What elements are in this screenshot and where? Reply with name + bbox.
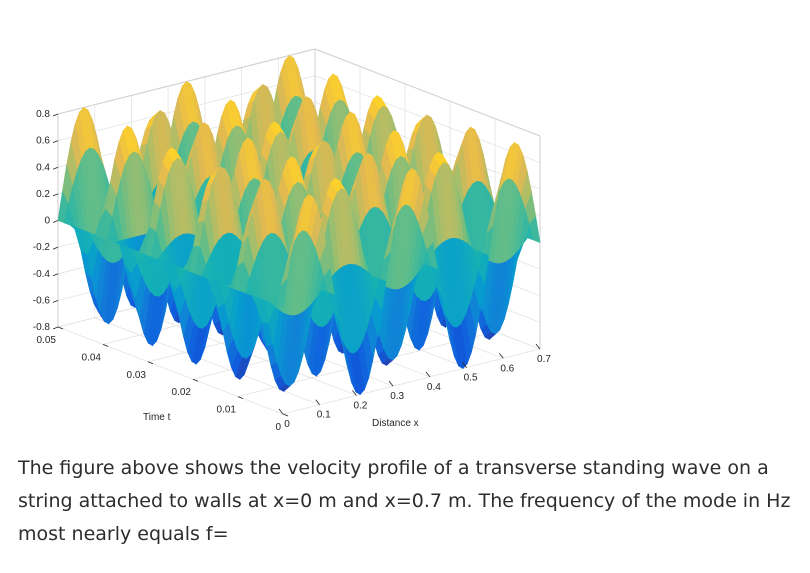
x-axis-label: Distance x: [372, 418, 419, 429]
z-tick: [52, 140, 59, 143]
y-tick-label: 0.02: [172, 387, 192, 398]
question-line: most nearly equals f=: [18, 523, 229, 545]
z-tick: [52, 300, 59, 303]
z-tick-label: -0.2: [33, 242, 51, 253]
y-tick: [192, 378, 199, 382]
y-tick: [237, 396, 244, 399]
y-tick-label: 0.04: [82, 352, 102, 363]
y-tick: [282, 413, 289, 417]
y-tick: [102, 344, 109, 347]
x-tick: [462, 362, 467, 368]
x-tick-label: 0.6: [500, 363, 514, 374]
z-tick-label: 0: [44, 216, 50, 227]
y-tick-label: 0.01: [217, 405, 237, 416]
z-tick: [52, 113, 59, 117]
z-tick-label: 0.8: [36, 109, 50, 120]
x-tick: [278, 408, 284, 415]
x-tick-label: 0.3: [390, 391, 404, 402]
x-tick-label: 0: [284, 419, 290, 430]
x-tick: [388, 380, 394, 387]
axes-ticks: -0.8 -0.6 -0.4 -0.2 0 0.2 0.4 0.6 0.8 0 0.01 0.02 0.…: [33, 109, 552, 433]
x-tick-label: 0.4: [427, 382, 441, 393]
box-edge: [314, 48, 541, 137]
y-tick-label: 0.03: [127, 370, 147, 381]
x-tick-label: 0.7: [537, 354, 551, 365]
y-tick: [147, 361, 154, 365]
x-tick: [425, 371, 431, 378]
question-text: The figure above shows the velocity prof…: [18, 452, 798, 551]
x-tick: [352, 390, 357, 396]
grid-line: [282, 348, 541, 415]
question-line: string attached to walls at x=0 m and x=…: [18, 490, 791, 512]
x-tick: [315, 399, 321, 405]
x-tick: [535, 343, 541, 350]
x-tick-label: 0.2: [353, 400, 367, 411]
surface-plot: -0.8 -0.6 -0.4 -0.2 0 0.2 0.4 0.6 0.8 0 0.01 0.02 0.…: [33, 48, 552, 433]
velocity-surface: [57, 54, 541, 396]
y-tick: [57, 326, 64, 330]
z-tick: [52, 220, 59, 223]
z-tick-label: 0.2: [36, 189, 50, 200]
surface-patch: [276, 277, 288, 308]
z-tick-label: -0.6: [33, 295, 51, 306]
z-tick-label: -0.8: [33, 322, 51, 333]
z-tick: [52, 326, 59, 330]
y-tick-label: 0: [275, 422, 281, 433]
x-tick-label: 0.5: [464, 373, 478, 384]
z-tick: [52, 193, 59, 197]
z-tick: [52, 273, 59, 277]
y-tick-label: 0.05: [37, 335, 57, 346]
z-tick: [52, 166, 59, 170]
grid-line: [57, 326, 284, 415]
y-axis-label: Time t: [143, 412, 171, 423]
question-line: The figure above shows the velocity prof…: [18, 457, 769, 479]
x-tick: [498, 353, 504, 359]
x-tick-label: 0.1: [317, 410, 331, 421]
z-tick-label: 0.6: [36, 136, 50, 147]
z-tick-label: 0.4: [36, 162, 50, 173]
z-tick: [52, 246, 59, 250]
z-tick-label: -0.4: [33, 269, 51, 280]
